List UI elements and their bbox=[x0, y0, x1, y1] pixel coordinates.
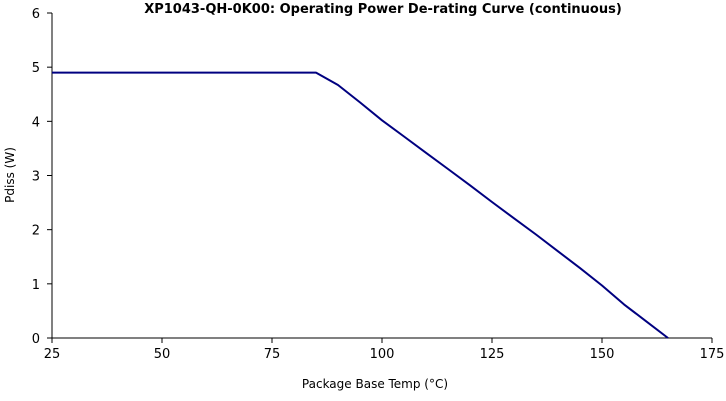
x-tick-label: 50 bbox=[154, 347, 171, 362]
y-axis-ticks: 0 1 2 3 4 5 6 bbox=[32, 7, 52, 347]
y-tick-label: 0 bbox=[32, 332, 40, 347]
plot-area bbox=[51, 13, 712, 339]
chart-title: XP1043-QH-0K00: Operating Power De-ratin… bbox=[144, 2, 622, 17]
y-tick-label: 4 bbox=[32, 115, 40, 130]
x-tick-label: 100 bbox=[370, 347, 395, 362]
y-axis-label: Pdiss (W) bbox=[3, 147, 17, 203]
y-tick-label: 6 bbox=[32, 7, 40, 22]
y-tick-label: 3 bbox=[32, 170, 40, 185]
y-tick-label: 1 bbox=[32, 278, 40, 293]
x-tick-label: 75 bbox=[264, 347, 281, 362]
x-tick-label: 175 bbox=[700, 347, 725, 362]
y-tick-label: 2 bbox=[32, 224, 40, 239]
x-tick-label: 150 bbox=[590, 347, 615, 362]
x-tick-label: 125 bbox=[480, 347, 505, 362]
x-axis-label: Package Base Temp (°C) bbox=[302, 377, 448, 391]
x-tick-label: 25 bbox=[44, 347, 61, 362]
x-axis-ticks: 25 50 75 100 125 150 175 bbox=[44, 338, 725, 362]
series-layer bbox=[52, 71, 669, 339]
series-line bbox=[52, 71, 669, 339]
y-tick-label: 5 bbox=[32, 61, 40, 76]
